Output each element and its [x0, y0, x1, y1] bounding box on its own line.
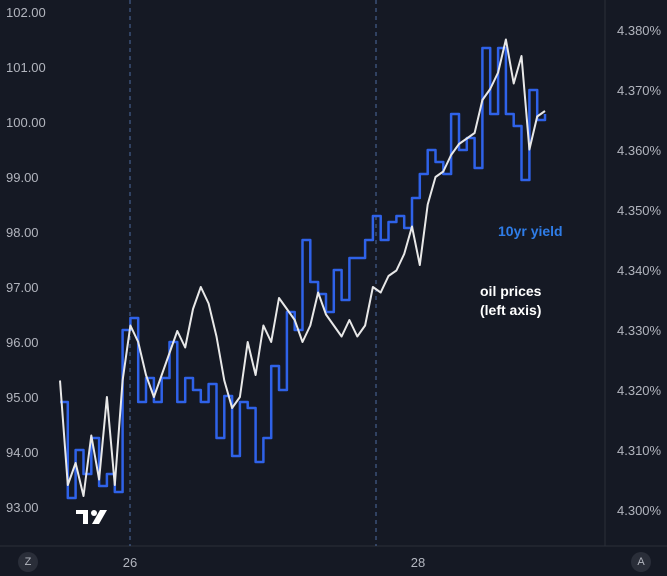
right-tick-label: 4.340% — [617, 263, 662, 278]
right-tick-label: 4.370% — [617, 83, 662, 98]
time-axis: 26 28 — [123, 555, 425, 570]
oil-prices-line[interactable] — [59, 38, 546, 497]
right-tick-label: 4.360% — [617, 143, 662, 158]
tradingview-logo — [76, 510, 107, 524]
left-tick-label: 97.00 — [6, 280, 39, 295]
auto-scale-right-button[interactable]: A — [631, 552, 651, 572]
left-tick-label: 102.00 — [6, 5, 46, 20]
left-tick-label: 99.00 — [6, 170, 39, 185]
right-tick-label: 4.300% — [617, 503, 662, 518]
auto-scale-left-button[interactable]: Z — [18, 552, 38, 572]
yield-line[interactable] — [60, 46, 547, 500]
left-axis: 102.00 101.00 100.00 99.00 98.00 97.00 96.00 95… — [6, 5, 46, 515]
time-tick-label: 26 — [123, 555, 137, 570]
left-tick-label: 95.00 — [6, 390, 39, 405]
right-tick-label: 4.380% — [617, 23, 662, 38]
annotation-10yr-yield: 10yr yield — [498, 223, 563, 239]
right-tick-label: 4.330% — [617, 323, 662, 338]
right-tick-label: 4.320% — [617, 383, 662, 398]
left-tick-label: 101.00 — [6, 60, 46, 75]
annotation-oil-prices: oil prices — [480, 283, 542, 299]
series-lines — [59, 38, 547, 500]
left-tick-label: 98.00 — [6, 225, 39, 240]
right-tick-label: 4.310% — [617, 443, 662, 458]
annotation-left-axis-note: (left axis) — [480, 302, 541, 318]
left-tick-label: 94.00 — [6, 445, 39, 460]
left-tick-label: 96.00 — [6, 335, 39, 350]
right-tick-label: 4.350% — [617, 203, 662, 218]
left-tick-label: 93.00 — [6, 500, 39, 515]
right-axis: 4.380% 4.370% 4.360% 4.350% 4.340% 4.330% 4.32… — [617, 23, 662, 518]
time-tick-label: 28 — [411, 555, 425, 570]
left-tick-label: 100.00 — [6, 115, 46, 130]
